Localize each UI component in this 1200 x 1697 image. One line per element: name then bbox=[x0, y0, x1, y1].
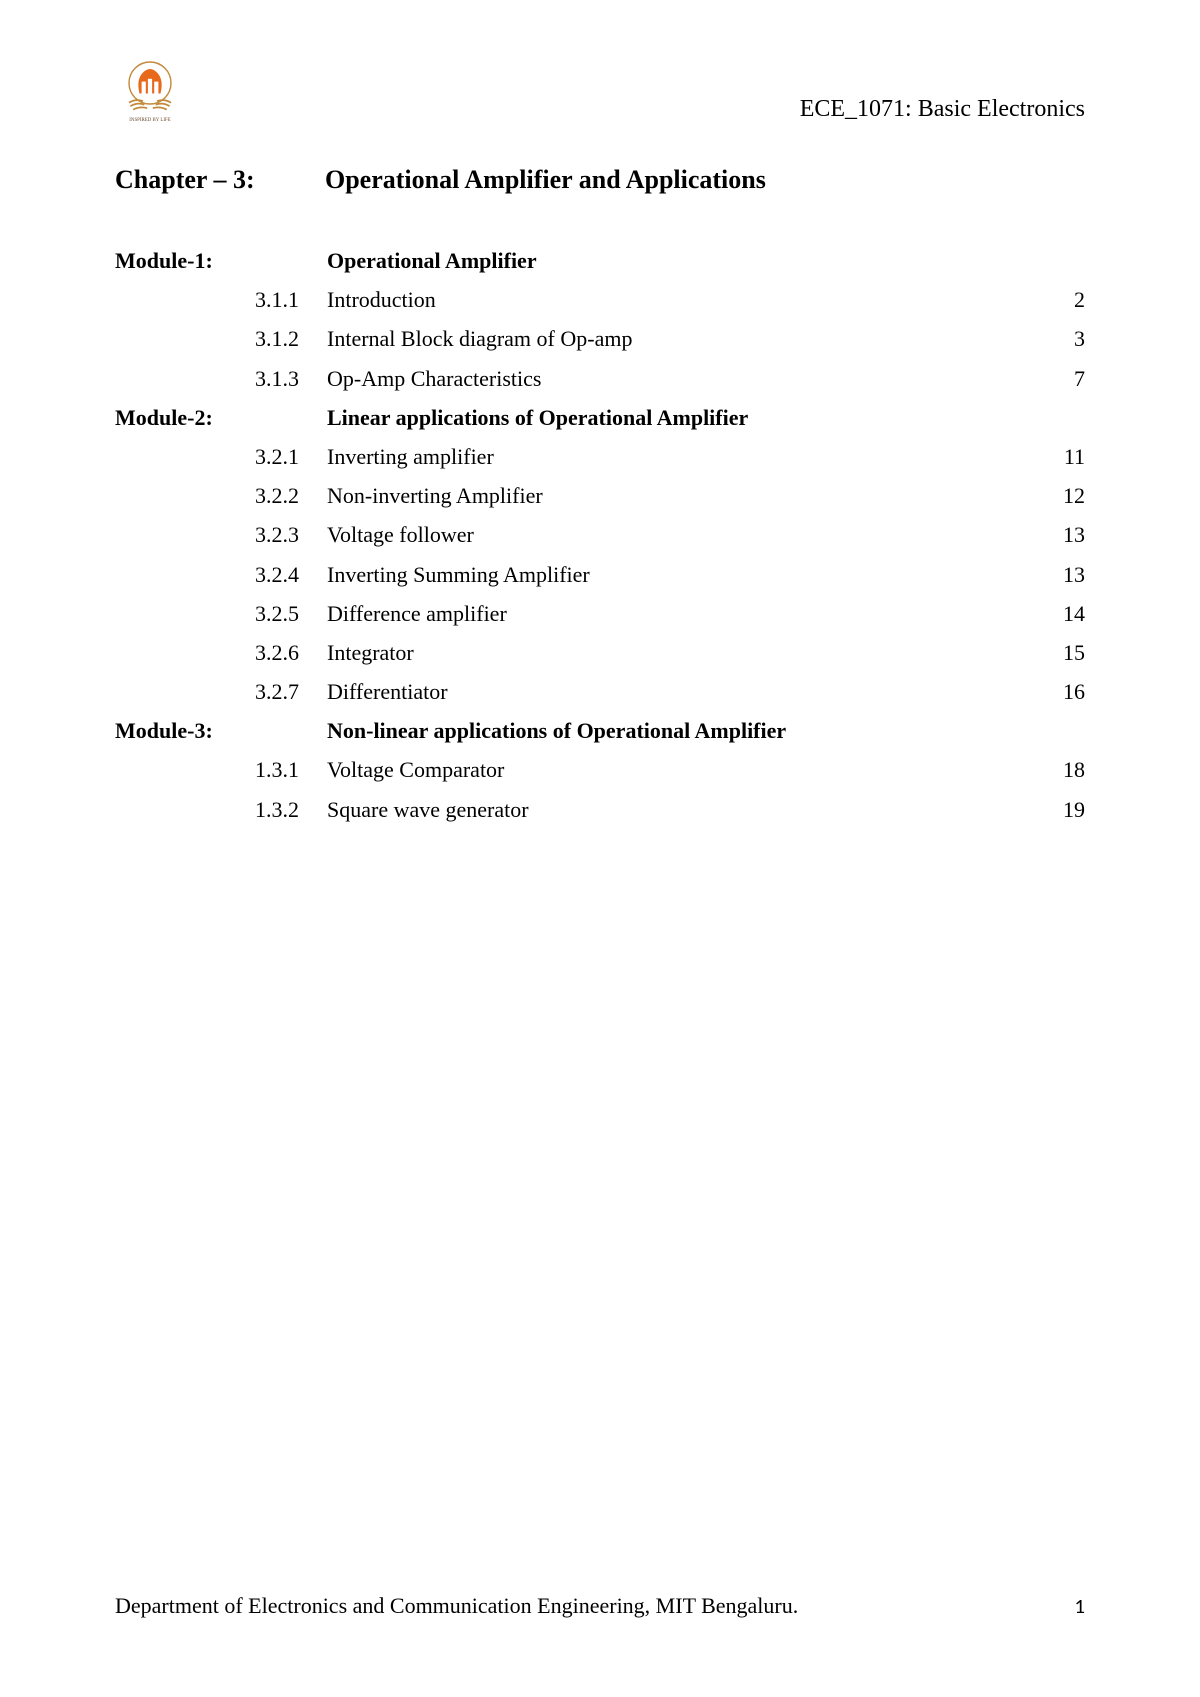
toc-topic: Non-linear applications of Operational A… bbox=[327, 713, 1045, 748]
toc-row: 3.2.2 Non-inverting Amplifier12 bbox=[115, 478, 1085, 513]
toc-section-number: 1.3.1 bbox=[255, 752, 327, 787]
toc-topic: Differentiator bbox=[327, 674, 1045, 709]
toc-row: 1.3.2Square wave generator19 bbox=[115, 792, 1085, 827]
footer-text: Department of Electronics and Communicat… bbox=[115, 1593, 798, 1619]
toc-row: 3.2.3Voltage follower13 bbox=[115, 517, 1085, 552]
toc-page-number: 11 bbox=[1045, 439, 1085, 474]
course-code: ECE_1071: Basic Electronics bbox=[800, 96, 1085, 123]
toc-page-number: 2 bbox=[1045, 282, 1085, 317]
toc-topic: Voltage Comparator bbox=[327, 752, 1045, 787]
toc-row: 3.2.7Differentiator16 bbox=[115, 674, 1085, 709]
page-footer: Department of Electronics and Communicat… bbox=[115, 1593, 1085, 1619]
toc-row: Module-1: Operational Amplifier bbox=[115, 243, 1085, 278]
toc-row: 3.1.1Introduction2 bbox=[115, 282, 1085, 317]
toc-topic: Inverting Summing Amplifier bbox=[327, 557, 1045, 592]
toc-topic: Square wave generator bbox=[327, 792, 1045, 827]
toc-section-number: 3.1.3 bbox=[255, 361, 327, 396]
institution-logo: INSPIRED BY LIFE bbox=[115, 55, 185, 125]
toc-row: 3.1.2Internal Block diagram of Op-amp3 bbox=[115, 321, 1085, 356]
toc-section-number: 1.3.2 bbox=[255, 792, 327, 827]
toc-topic: Linear applications of Operational Ampli… bbox=[327, 400, 1045, 435]
toc-page-number: 18 bbox=[1045, 752, 1085, 787]
page-header: INSPIRED BY LIFE ECE_1071: Basic Electro… bbox=[115, 55, 1085, 125]
toc-page-number: 19 bbox=[1045, 792, 1085, 827]
toc-module-label: Module-2: bbox=[115, 400, 255, 435]
toc-page-number: 16 bbox=[1045, 674, 1085, 709]
toc-module-label: Module-1: bbox=[115, 243, 255, 278]
toc-section-number: 3.1.1 bbox=[255, 282, 327, 317]
toc-topic: Operational Amplifier bbox=[327, 243, 1045, 278]
toc-row: 3.2.6Integrator15 bbox=[115, 635, 1085, 670]
toc-section-number: 3.2.7 bbox=[255, 674, 327, 709]
toc-page-number: 13 bbox=[1045, 557, 1085, 592]
toc-section-number: 3.2.1 bbox=[255, 439, 327, 474]
toc-section-number: 3.2.3 bbox=[255, 517, 327, 552]
toc-section-number: 3.2.2 bbox=[255, 478, 327, 513]
toc-page-number: 13 bbox=[1045, 517, 1085, 552]
table-of-contents: Module-1:Operational Amplifier3.1.1Intro… bbox=[115, 243, 1085, 827]
toc-page-number: 12 bbox=[1045, 478, 1085, 513]
toc-module-label: Module-3: bbox=[115, 713, 255, 748]
toc-page-number: 14 bbox=[1045, 596, 1085, 631]
toc-section-number: 3.1.2 bbox=[255, 321, 327, 356]
toc-topic: Introduction bbox=[327, 282, 1045, 317]
toc-page-number: 3 bbox=[1045, 321, 1085, 356]
chapter-title: Operational Amplifier and Applications bbox=[325, 165, 766, 195]
toc-row: 3.2.5Difference amplifier14 bbox=[115, 596, 1085, 631]
toc-topic: Internal Block diagram of Op-amp bbox=[327, 321, 1045, 356]
chapter-label: Chapter – 3: bbox=[115, 165, 325, 195]
svg-text:INSPIRED BY LIFE: INSPIRED BY LIFE bbox=[129, 118, 170, 123]
toc-topic: Integrator bbox=[327, 635, 1045, 670]
toc-page-number: 7 bbox=[1045, 361, 1085, 396]
toc-topic: Difference amplifier bbox=[327, 596, 1045, 631]
toc-page-number: 15 bbox=[1045, 635, 1085, 670]
toc-section-number: 3.2.6 bbox=[255, 635, 327, 670]
toc-row: 3.2.1Inverting amplifier11 bbox=[115, 439, 1085, 474]
toc-row: 3.2.4Inverting Summing Amplifier13 bbox=[115, 557, 1085, 592]
toc-section-number: 3.2.4 bbox=[255, 557, 327, 592]
page-number: 1 bbox=[1074, 1593, 1085, 1619]
toc-topic: Non-inverting Amplifier bbox=[327, 478, 1045, 513]
chapter-heading: Chapter – 3: Operational Amplifier and A… bbox=[115, 165, 1085, 195]
toc-topic: Op-Amp Characteristics bbox=[327, 361, 1045, 396]
toc-row: 3.1.3Op-Amp Characteristics7 bbox=[115, 361, 1085, 396]
toc-row: 1.3.1Voltage Comparator18 bbox=[115, 752, 1085, 787]
toc-topic: Voltage follower bbox=[327, 517, 1045, 552]
toc-row: Module-2: Linear applications of Operatio… bbox=[115, 400, 1085, 435]
toc-section-number: 3.2.5 bbox=[255, 596, 327, 631]
toc-topic: Inverting amplifier bbox=[327, 439, 1045, 474]
toc-row: Module-3: Non-linear applications of Oper… bbox=[115, 713, 1085, 748]
